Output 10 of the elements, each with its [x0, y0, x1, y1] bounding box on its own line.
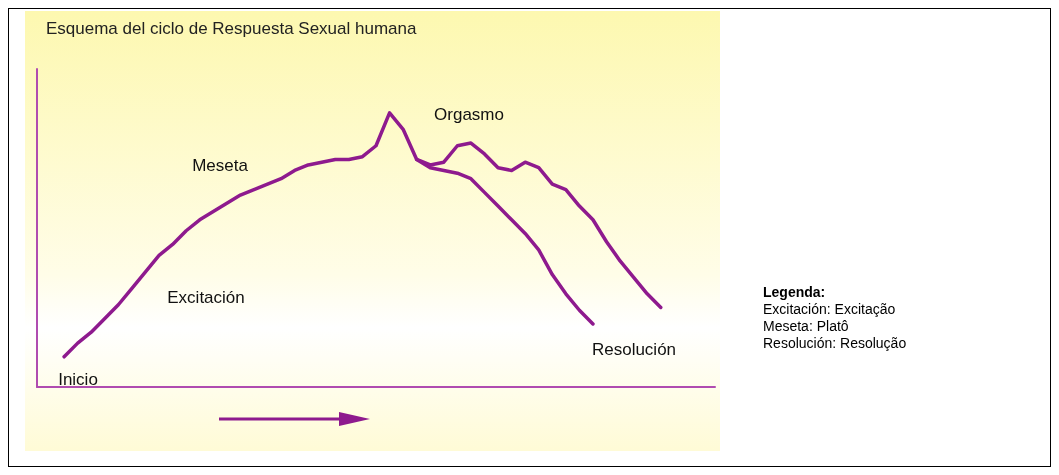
- chart-title: Esquema del ciclo de Respuesta Sexual humana: [46, 19, 417, 38]
- text: Meseta: Platô: [763, 318, 850, 335]
- annotation: Resolución: [591, 339, 677, 359]
- annotation: Meseta: [192, 155, 249, 175]
- annotation: Orgasmo: [434, 104, 504, 124]
- text: Legenda:: [763, 284, 827, 301]
- annotation: Excitación: [167, 287, 245, 307]
- text: Resolución: Resolução: [763, 335, 907, 352]
- annotation: Inicio: [58, 369, 98, 389]
- text: Excitación: Excitação: [763, 301, 897, 318]
